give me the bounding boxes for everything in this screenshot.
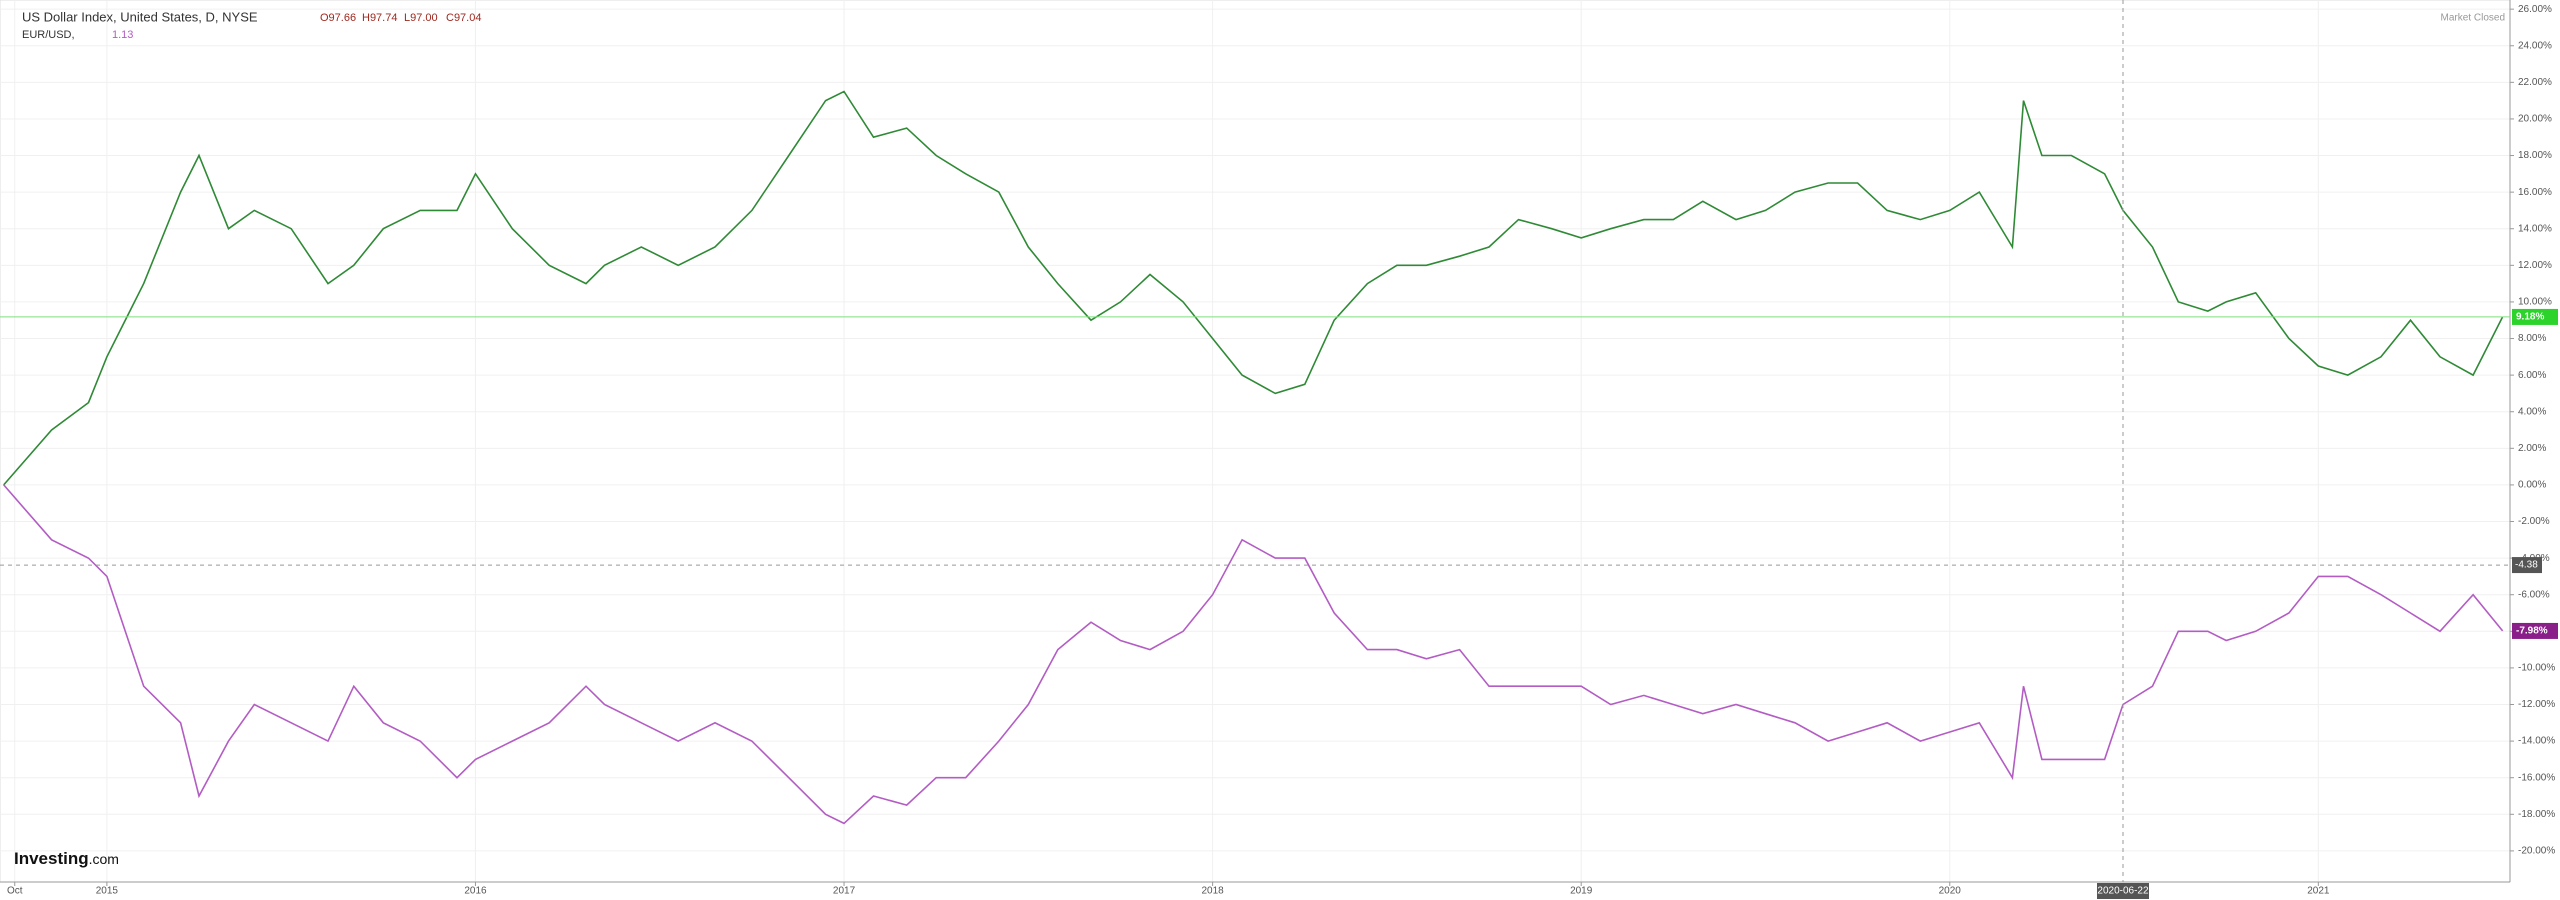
y-tick-label: 10.00% <box>2518 297 2552 308</box>
secondary-value: 1.13 <box>112 29 133 41</box>
plot-frame <box>0 0 2511 883</box>
series-line <box>3 90 2504 486</box>
x-tick-label: 2018 <box>1201 886 1224 897</box>
y-tick-label: -14.00% <box>2518 736 2555 747</box>
last-value-label: -7.98% <box>2516 626 2548 637</box>
y-tick-label: 22.00% <box>2518 77 2552 88</box>
y-tick-label: 14.00% <box>2518 223 2552 234</box>
ohlc-value: H97.74 <box>362 12 397 24</box>
crosshair-y-label: -4.38 <box>2515 560 2538 571</box>
series-line <box>3 484 2504 825</box>
ohlc-value: C97.04 <box>446 12 481 24</box>
x-tick-label: 2016 <box>464 886 487 897</box>
x-tick-label: 2021 <box>2307 886 2330 897</box>
y-tick-label: -6.00% <box>2518 589 2550 600</box>
brand: Investing.com <box>14 849 119 868</box>
series-title: US Dollar Index, United States, D, NYSE <box>22 9 258 24</box>
y-tick-label: 18.00% <box>2518 150 2552 161</box>
y-tick-label: 24.00% <box>2518 40 2552 51</box>
x-tick-label: 2019 <box>1570 886 1593 897</box>
ohlc-value: O97.66 <box>320 12 356 24</box>
ohlc-value: L97.00 <box>404 12 438 24</box>
x-tick-label: 2015 <box>96 886 119 897</box>
y-tick-label: 20.00% <box>2518 114 2552 125</box>
y-tick-label: -2.00% <box>2518 516 2550 527</box>
x-tick-label: 2017 <box>833 886 856 897</box>
crosshair-x-box <box>2096 883 2149 899</box>
y-tick-label: -20.00% <box>2518 846 2555 857</box>
x-tick-label: Oct <box>7 886 23 897</box>
y-tick-label: 12.00% <box>2518 260 2552 271</box>
crosshair-y-box <box>2512 557 2542 574</box>
y-tick-label: 6.00% <box>2518 370 2546 381</box>
last-value-label: 9.18% <box>2516 312 2544 323</box>
market-status: Market Closed <box>2441 13 2505 24</box>
x-tick-label: 2020 <box>1939 886 1962 897</box>
secondary-series: EUR/USD, <box>22 29 75 41</box>
brand-name: Investing <box>14 849 89 868</box>
y-tick-label: -12.00% <box>2518 699 2555 710</box>
y-tick-label: 2.00% <box>2518 443 2546 454</box>
y-tick-label: 4.00% <box>2518 406 2546 417</box>
y-tick-label: -10.00% <box>2518 663 2555 674</box>
y-tick-label: 8.00% <box>2518 333 2546 344</box>
y-tick-label: 26.00% <box>2518 4 2552 15</box>
crosshair-x-label: 2020-06-22 <box>2097 886 2149 897</box>
brand-suffix: .com <box>89 851 119 867</box>
y-tick-label: -18.00% <box>2518 809 2555 820</box>
last-value-box <box>2512 622 2558 639</box>
y-tick-label: -16.00% <box>2518 772 2555 783</box>
y-tick-label: 16.00% <box>2518 187 2552 198</box>
last-value-box <box>2512 308 2558 325</box>
y-tick-label: 0.00% <box>2518 480 2546 491</box>
